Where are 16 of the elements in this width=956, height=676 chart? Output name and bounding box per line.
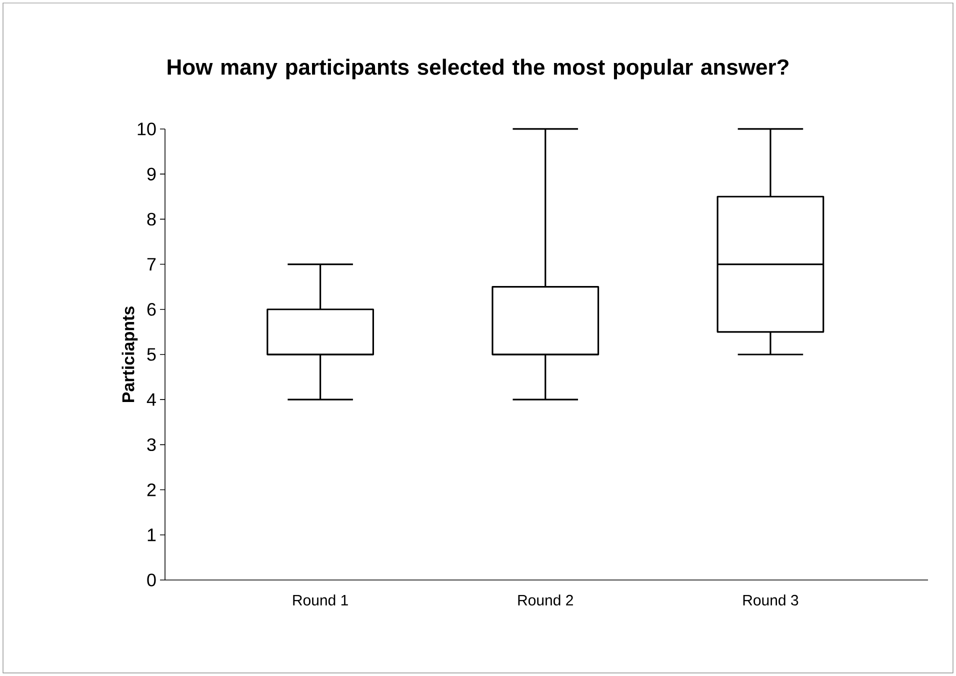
y-tick-label: 3 xyxy=(147,438,156,452)
y-tick-label: 5 xyxy=(147,348,156,361)
y-axis-title: Particiapnts xyxy=(122,306,138,402)
x-tick-label: Round 1 xyxy=(293,594,348,606)
y-tick-label: 7 xyxy=(147,258,156,270)
y-tick-label: 0 xyxy=(147,574,156,586)
x-tick-label: Round 2 xyxy=(518,594,573,606)
y-tick-label: 9 xyxy=(147,168,156,180)
y-tick-label: 2 xyxy=(147,484,156,496)
y-tick-label: 6 xyxy=(147,303,156,316)
y-tick-label: 1 xyxy=(148,528,156,542)
x-tick-label: Round 3 xyxy=(743,594,798,606)
chart-title: How many participants selected the most popular answer? xyxy=(168,58,788,80)
y-tick-label: 4 xyxy=(146,393,156,406)
y-tick-label: 10 xyxy=(138,122,156,136)
y-tick-label: 8 xyxy=(147,212,156,226)
